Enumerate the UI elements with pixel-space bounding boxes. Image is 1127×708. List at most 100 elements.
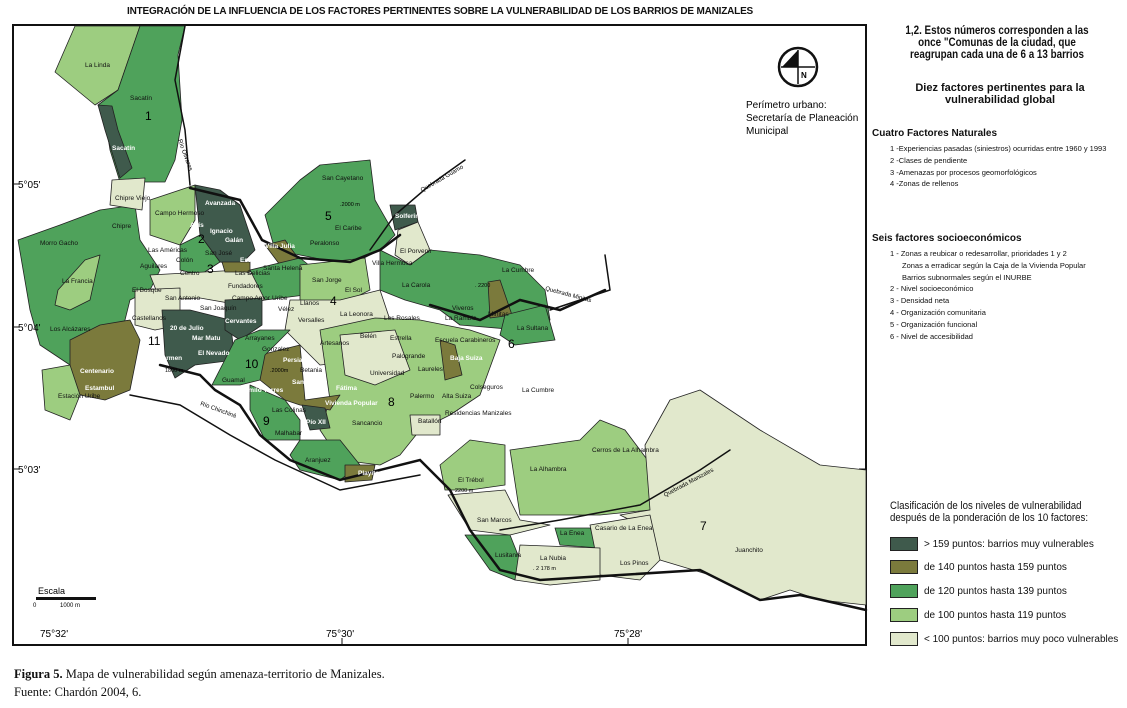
elevation-label: . 2 178 m: [533, 566, 556, 572]
figure-number: Figura 5.: [14, 667, 63, 681]
scale-zero: 0: [33, 603, 37, 609]
river-manizales: [499, 449, 731, 531]
barrio-label: Mar Matu: [192, 335, 221, 342]
comuna-number: 5: [325, 209, 332, 223]
barrio-label: Batallón: [418, 418, 442, 425]
scale-bar: Escala 0 1000 m: [33, 586, 96, 609]
barrio-label: Lusitania: [495, 552, 521, 559]
barrio-label: Chipre Viejo: [115, 195, 151, 202]
vulnerability-map: N Perímetro urbano: Secretaría de Planea…: [12, 24, 868, 646]
barrio-label: Las Delicias: [235, 270, 271, 277]
area-campo-hermoso: [149, 184, 196, 246]
area-el-trebol: [439, 439, 506, 491]
area-estacion-uribe: [41, 364, 81, 421]
barrio-label: Sancancio: [352, 420, 383, 427]
barrio-label: Ignacio: [210, 228, 233, 235]
barrio-label: La Nubia: [540, 555, 566, 562]
legend-swatch: [890, 608, 918, 622]
barrio-label: Las Américas: [148, 247, 188, 254]
barrio-label: Persia: [283, 357, 303, 364]
perimetro-note: Perímetro urbano: Secretaría de Planeaci…: [746, 100, 858, 137]
socio-factor: 3 - Densidad neta: [890, 296, 950, 306]
barrio-label: Fátima: [336, 385, 357, 392]
north-label: N: [801, 71, 807, 80]
socio-factor: 1 - Zonas a reubicar o redesarrollar, pr…: [890, 249, 1067, 258]
scale-dist: 1000 m: [60, 603, 80, 609]
comuna-number: 8: [388, 395, 395, 409]
urban-perimeter: [158, 186, 868, 612]
barrio-label: El Trébol: [458, 477, 484, 484]
area-batallon: [409, 414, 441, 436]
barrio-label: Baja Suiza: [450, 355, 483, 362]
barrio-label: Colseguros: [470, 384, 504, 391]
natural-factor: 4 -Zonas de rellenos: [890, 179, 959, 189]
river-guamo: [369, 159, 466, 251]
barrio-label: Vivienda Popular: [325, 400, 378, 407]
barrio-label: Los Rosales: [384, 315, 421, 322]
barrio-label: Centro: [180, 270, 200, 277]
barrio-label: Campo Hermoso: [155, 210, 205, 217]
barrio-label: Casario de La Enea: [595, 525, 653, 532]
barrio-label: Viveros: [452, 305, 474, 312]
socio-factor: 5 - Organización funcional: [890, 319, 978, 329]
barrio-label: Villa Julia: [265, 243, 295, 250]
barrio-label: Peralonso: [310, 240, 340, 247]
area-colon: [179, 234, 221, 276]
area-el-carmen: [161, 309, 236, 379]
barrio-label: Villa Hermosa: [372, 260, 413, 267]
legend-item: de 120 puntos hasta 139 puntos: [890, 584, 1067, 598]
barrio-label: La Rambla: [445, 315, 477, 322]
barrio-label: El Porvenir: [400, 248, 433, 255]
map-title: INTEGRACIÓN DE LA INFLUENCIA DE LOS FACT…: [126, 6, 754, 17]
barrio-label: Cervantes: [225, 318, 257, 325]
barrio-label: Estación Uribe: [58, 393, 101, 400]
barrio-label: Los Alcázares: [50, 326, 91, 333]
lon-label: 75°32': [40, 629, 68, 640]
comuna-number: 4: [330, 294, 337, 308]
socio-factor: 6 - Nivel de accesibilidad: [890, 331, 973, 341]
barrio-label: El Sol: [345, 287, 363, 294]
barrio-label: Palogrande: [392, 353, 426, 360]
barrio-label: La Sultana: [517, 325, 548, 332]
elevation-label: .2000 m: [340, 202, 360, 208]
lon-label: 75°30': [326, 629, 354, 640]
barrio-label: San Fernan: [292, 379, 327, 386]
barrio-label: Castellanos: [132, 315, 167, 322]
barrio-label: Universidad: [370, 370, 405, 377]
barrio-label: Sacatín: [112, 145, 135, 152]
perimetro-line: Secretaría de Planeación: [746, 113, 858, 124]
barrio-label: Fundadores: [228, 283, 263, 290]
barrio-label: Avanzada: [205, 200, 235, 207]
barrio-label: Vélez: [278, 306, 294, 313]
barrio-label: Aguilares: [140, 263, 168, 270]
barrio-label: El Nevado: [198, 350, 229, 357]
area-persia: [259, 344, 341, 411]
area-sacatin-dark: [97, 104, 133, 179]
area-la-linda: [54, 25, 141, 106]
comuna-number: 1: [145, 109, 152, 123]
barrio-label: Cerros de La Alhambra: [592, 447, 659, 454]
comuna-number: 7: [700, 519, 707, 533]
barrio-label: La Linda: [85, 62, 110, 69]
legend-swatch: [890, 584, 918, 598]
socio-factor: Barrios subnormales según el INURBE: [902, 272, 1032, 282]
barrio-label: Laureles: [418, 366, 444, 373]
area-cervantes: [224, 297, 263, 341]
barrio-label: Santa Helena: [263, 265, 303, 272]
barrio-label: La Cumbre: [502, 267, 535, 274]
area-universidad: [339, 329, 411, 386]
area-comuna10: [211, 329, 291, 386]
barrio-label: San Cayetano: [322, 175, 364, 182]
barrio-label: Aranjuez: [305, 457, 331, 464]
legend-item: de 100 puntos hasta 119 puntos: [890, 608, 1066, 622]
comuna-number: 10: [245, 357, 259, 371]
lat-label: 5°04': [18, 323, 41, 334]
barrio-label: Estrada: [240, 257, 264, 264]
barrio-label: Residencias Manizales: [445, 410, 512, 417]
lat-label: 5°05': [18, 180, 41, 191]
elevation-label: 1800 m: [165, 368, 184, 374]
barrio-label: La Cumbre: [522, 387, 555, 394]
comuna-number: 9: [263, 414, 270, 428]
barrio-label: Juanchito: [735, 547, 763, 554]
barrio-label: San Jorge: [312, 277, 342, 284]
